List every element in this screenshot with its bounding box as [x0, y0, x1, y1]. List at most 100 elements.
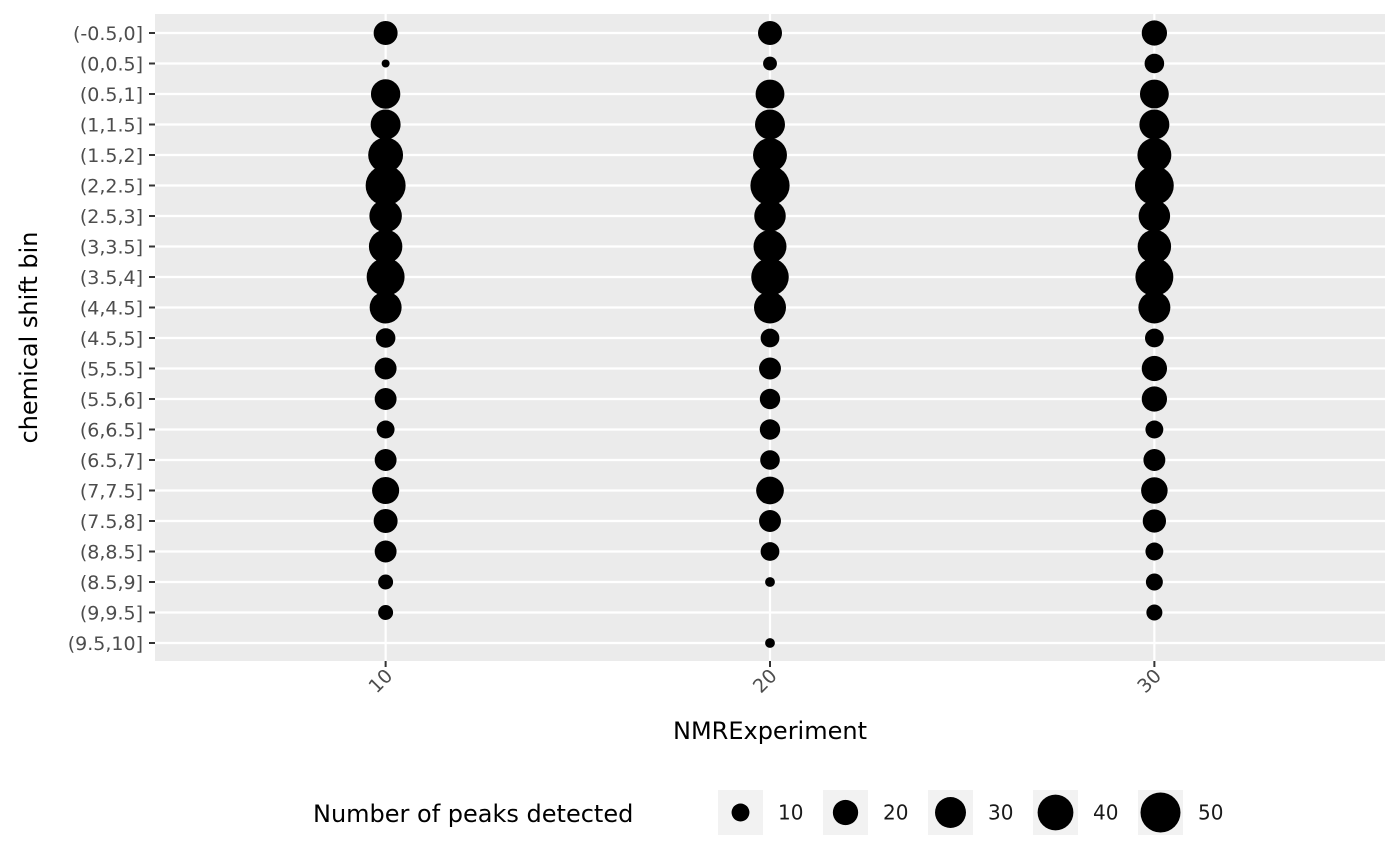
data-point — [1137, 229, 1172, 264]
y-tick-label: (5.5,6] — [80, 389, 143, 411]
legend-label: 30 — [988, 801, 1013, 825]
data-point — [756, 476, 784, 505]
data-point — [1141, 386, 1168, 412]
legend-key-point — [832, 799, 859, 826]
data-point — [753, 138, 787, 172]
data-point — [1145, 420, 1164, 439]
data-point — [750, 165, 790, 206]
y-tick-label: (2.5,3] — [80, 206, 143, 228]
data-point — [755, 109, 785, 140]
data-point — [1142, 509, 1167, 533]
y-tick-label: (3.5,4] — [80, 267, 143, 289]
data-point — [374, 388, 397, 410]
data-point — [1141, 20, 1168, 46]
data-point — [373, 21, 398, 45]
legend-label: 20 — [883, 801, 908, 825]
data-point — [1145, 542, 1164, 561]
data-point — [759, 419, 781, 440]
data-point — [375, 328, 396, 348]
y-axis-title: chemical shift bin — [15, 232, 43, 444]
data-point — [370, 109, 401, 140]
legend-label: 10 — [778, 801, 803, 825]
legend-title: Number of peaks detected — [313, 800, 633, 828]
data-point — [368, 137, 404, 173]
legend-key-point — [935, 797, 966, 828]
data-point — [1137, 138, 1172, 172]
y-tick-label: (9.5,10] — [68, 633, 143, 655]
data-point — [372, 476, 400, 505]
data-point — [1138, 291, 1171, 324]
y-tick-label: (0,0.5] — [80, 54, 143, 76]
legend-label: 40 — [1093, 801, 1118, 825]
data-point — [751, 258, 789, 296]
data-point — [1138, 200, 1171, 232]
y-tick-label: (4.5,5] — [80, 328, 143, 350]
data-point — [370, 79, 401, 109]
data-point — [760, 450, 780, 470]
data-point — [1146, 604, 1163, 621]
x-tick-label: 20 — [749, 665, 782, 698]
y-tick-label: (3,3.5] — [80, 237, 143, 259]
data-point — [760, 328, 780, 348]
data-point — [1139, 79, 1169, 109]
x-tick-label: 30 — [1133, 665, 1166, 698]
data-point — [378, 574, 394, 590]
data-point — [378, 605, 394, 620]
y-tick-label: (2,2.5] — [80, 176, 143, 198]
data-point — [365, 165, 406, 206]
legend-key-point — [731, 803, 750, 822]
data-point — [765, 638, 775, 648]
y-tick-label: (8,8.5] — [80, 542, 143, 564]
data-point — [376, 420, 395, 439]
y-tick-label: (9,9.5] — [80, 603, 143, 625]
data-point — [763, 56, 777, 71]
legend-label: 50 — [1198, 801, 1223, 825]
data-points — [365, 20, 1174, 648]
data-point — [369, 291, 402, 324]
data-point — [1144, 53, 1165, 74]
data-point — [374, 357, 397, 380]
data-point — [1141, 355, 1168, 382]
y-tick-label: (8.5,9] — [80, 572, 143, 594]
data-point — [759, 357, 781, 380]
data-point — [369, 199, 402, 233]
y-tick-label: (7.5,8] — [80, 511, 143, 533]
y-tick-label: (1,1.5] — [80, 115, 143, 137]
data-point — [1135, 258, 1174, 296]
size-legend: Number of peaks detected 10 20 30 40 50 — [313, 790, 1223, 835]
x-tick-label: 10 — [365, 665, 398, 698]
data-point — [1143, 449, 1166, 471]
y-tick-label: (-0.5,0] — [73, 23, 143, 45]
data-point — [373, 509, 398, 533]
data-point — [753, 230, 787, 263]
data-point — [765, 577, 775, 587]
data-point — [374, 540, 397, 563]
data-point — [381, 59, 390, 68]
data-point — [1145, 573, 1163, 591]
y-tick-label: (6.5,7] — [80, 450, 143, 472]
y-tick-label: (6,6.5] — [80, 420, 143, 442]
data-point — [368, 229, 403, 264]
y-tick-label: (1.5,2] — [80, 145, 143, 167]
y-tick-label: (5,5.5] — [80, 359, 143, 381]
y-tick-label: (0.5,1] — [80, 84, 143, 106]
data-point — [1139, 109, 1170, 140]
y-tick-label: (4,4.5] — [80, 298, 143, 320]
y-tick-label: (7,7.5] — [80, 481, 143, 503]
data-point — [755, 79, 785, 109]
data-point — [754, 200, 786, 232]
data-point — [754, 291, 786, 324]
data-point — [1141, 477, 1168, 504]
data-point — [759, 510, 781, 532]
legend-key-point — [1140, 792, 1181, 833]
data-point — [758, 21, 782, 45]
data-point — [759, 388, 781, 410]
data-point — [1134, 166, 1174, 205]
data-point — [366, 258, 405, 296]
data-point — [760, 542, 780, 561]
legend-key-point — [1037, 794, 1074, 831]
data-point — [374, 449, 397, 471]
x-axis-title: NMRExperiment — [673, 717, 867, 745]
data-point — [1144, 328, 1164, 348]
